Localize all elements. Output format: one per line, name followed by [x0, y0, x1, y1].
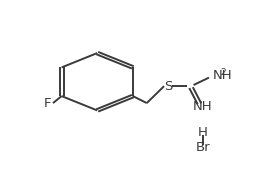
Text: NH: NH [213, 69, 233, 82]
Text: H: H [198, 126, 208, 139]
Text: NH: NH [193, 100, 212, 113]
Text: 2: 2 [221, 68, 226, 77]
Text: S: S [164, 80, 172, 93]
Text: F: F [44, 97, 51, 110]
Text: Br: Br [195, 141, 210, 155]
